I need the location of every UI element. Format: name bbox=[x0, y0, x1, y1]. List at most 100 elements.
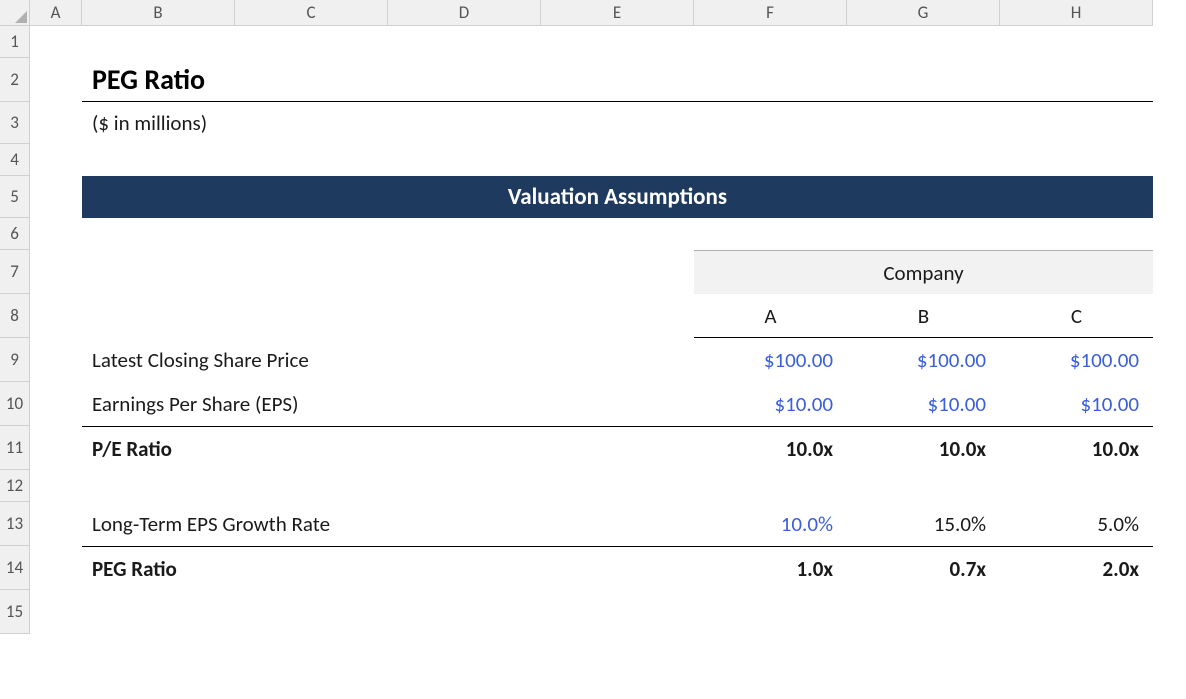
cell-A4[interactable] bbox=[30, 144, 82, 176]
cell-A10[interactable] bbox=[30, 382, 82, 426]
cell-E13[interactable] bbox=[541, 502, 694, 546]
cell-E4[interactable] bbox=[541, 144, 694, 176]
row-header-15[interactable]: 15 bbox=[0, 590, 30, 634]
cell-E9[interactable] bbox=[541, 338, 694, 382]
cell-D15[interactable] bbox=[388, 590, 541, 634]
select-all-corner[interactable] bbox=[0, 0, 30, 26]
growth-rate-B[interactable]: 15.0% bbox=[847, 502, 1000, 546]
page-subtitle[interactable]: ($ in millions) bbox=[82, 102, 1153, 144]
label-growth-rate[interactable]: Long-Term EPS Growth Rate bbox=[82, 502, 541, 546]
peg-ratio-A[interactable]: 1.0x bbox=[694, 546, 847, 590]
row-header-1[interactable]: 1 bbox=[0, 26, 30, 58]
eps-C[interactable]: $10.00 bbox=[1000, 382, 1153, 426]
col-header-B[interactable]: B bbox=[82, 0, 235, 26]
cell-E11[interactable] bbox=[541, 426, 694, 470]
cell-A8[interactable] bbox=[30, 294, 82, 338]
cell-E1[interactable] bbox=[541, 26, 694, 58]
company-header[interactable]: Company bbox=[694, 250, 1153, 294]
row-header-5[interactable]: 5 bbox=[0, 176, 30, 218]
cell-G15[interactable] bbox=[847, 590, 1000, 634]
company-col-A[interactable]: A bbox=[694, 294, 847, 338]
cell-D1[interactable] bbox=[388, 26, 541, 58]
cell-F4[interactable] bbox=[694, 144, 847, 176]
peg-ratio-B[interactable]: 0.7x bbox=[847, 546, 1000, 590]
cell-E10[interactable] bbox=[541, 382, 694, 426]
row-header-10[interactable]: 10 bbox=[0, 382, 30, 426]
cell-A7[interactable] bbox=[30, 250, 82, 294]
cell-E7[interactable] bbox=[541, 250, 694, 294]
cell-B7[interactable] bbox=[82, 250, 235, 294]
col-header-H[interactable]: H bbox=[1000, 0, 1153, 26]
cell-H12[interactable] bbox=[1000, 470, 1153, 502]
peg-ratio-C[interactable]: 2.0x bbox=[1000, 546, 1153, 590]
cell-E12[interactable] bbox=[541, 470, 694, 502]
growth-rate-C[interactable]: 5.0% bbox=[1000, 502, 1153, 546]
cell-E15[interactable] bbox=[541, 590, 694, 634]
cell-G1[interactable] bbox=[847, 26, 1000, 58]
cell-A12[interactable] bbox=[30, 470, 82, 502]
col-header-A[interactable]: A bbox=[30, 0, 82, 26]
cell-A11[interactable] bbox=[30, 426, 82, 470]
cell-E14[interactable] bbox=[541, 546, 694, 590]
cell-A1[interactable] bbox=[30, 26, 82, 58]
col-header-F[interactable]: F bbox=[694, 0, 847, 26]
cell-D6[interactable] bbox=[388, 218, 541, 250]
cell-F12[interactable] bbox=[694, 470, 847, 502]
cell-C12[interactable] bbox=[235, 470, 388, 502]
pe-ratio-A[interactable]: 10.0x bbox=[694, 426, 847, 470]
closing-price-A[interactable]: $100.00 bbox=[694, 338, 847, 382]
cell-C1[interactable] bbox=[235, 26, 388, 58]
growth-rate-A[interactable]: 10.0% bbox=[694, 502, 847, 546]
row-header-4[interactable]: 4 bbox=[0, 144, 30, 176]
cell-D12[interactable] bbox=[388, 470, 541, 502]
cell-A15[interactable] bbox=[30, 590, 82, 634]
cell-H1[interactable] bbox=[1000, 26, 1153, 58]
cell-B12[interactable] bbox=[82, 470, 235, 502]
cell-H15[interactable] bbox=[1000, 590, 1153, 634]
closing-price-B[interactable]: $100.00 bbox=[847, 338, 1000, 382]
label-closing-price[interactable]: Latest Closing Share Price bbox=[82, 338, 541, 382]
eps-B[interactable]: $10.00 bbox=[847, 382, 1000, 426]
page-title[interactable]: PEG Ratio bbox=[82, 58, 1153, 102]
row-header-9[interactable]: 9 bbox=[0, 338, 30, 382]
label-eps[interactable]: Earnings Per Share (EPS) bbox=[82, 382, 541, 426]
pe-ratio-B[interactable]: 10.0x bbox=[847, 426, 1000, 470]
cell-C8[interactable] bbox=[235, 294, 388, 338]
cell-A9[interactable] bbox=[30, 338, 82, 382]
cell-G4[interactable] bbox=[847, 144, 1000, 176]
cell-B4[interactable] bbox=[82, 144, 235, 176]
closing-price-C[interactable]: $100.00 bbox=[1000, 338, 1153, 382]
label-pe-ratio[interactable]: P/E Ratio bbox=[82, 426, 541, 470]
cell-H4[interactable] bbox=[1000, 144, 1153, 176]
cell-D7[interactable] bbox=[388, 250, 541, 294]
eps-A[interactable]: $10.00 bbox=[694, 382, 847, 426]
row-header-3[interactable]: 3 bbox=[0, 102, 30, 144]
cell-F15[interactable] bbox=[694, 590, 847, 634]
row-header-14[interactable]: 14 bbox=[0, 546, 30, 590]
col-header-E[interactable]: E bbox=[541, 0, 694, 26]
col-header-G[interactable]: G bbox=[847, 0, 1000, 26]
label-peg-ratio[interactable]: PEG Ratio bbox=[82, 546, 541, 590]
valuation-banner[interactable]: Valuation Assumptions bbox=[82, 176, 1153, 218]
cell-C4[interactable] bbox=[235, 144, 388, 176]
cell-G12[interactable] bbox=[847, 470, 1000, 502]
row-header-2[interactable]: 2 bbox=[0, 58, 30, 102]
row-header-12[interactable]: 12 bbox=[0, 470, 30, 502]
company-col-B[interactable]: B bbox=[847, 294, 1000, 338]
cell-A14[interactable] bbox=[30, 546, 82, 590]
cell-C7[interactable] bbox=[235, 250, 388, 294]
row-header-13[interactable]: 13 bbox=[0, 502, 30, 546]
cell-E6[interactable] bbox=[541, 218, 694, 250]
cell-G6[interactable] bbox=[847, 218, 1000, 250]
cell-D8[interactable] bbox=[388, 294, 541, 338]
cell-C15[interactable] bbox=[235, 590, 388, 634]
cell-D4[interactable] bbox=[388, 144, 541, 176]
cell-E8[interactable] bbox=[541, 294, 694, 338]
cell-B6[interactable] bbox=[82, 218, 235, 250]
cell-F6[interactable] bbox=[694, 218, 847, 250]
company-col-C[interactable]: C bbox=[1000, 294, 1153, 338]
cell-A2[interactable] bbox=[30, 58, 82, 102]
col-header-C[interactable]: C bbox=[235, 0, 388, 26]
row-header-8[interactable]: 8 bbox=[0, 294, 30, 338]
row-header-11[interactable]: 11 bbox=[0, 426, 30, 470]
